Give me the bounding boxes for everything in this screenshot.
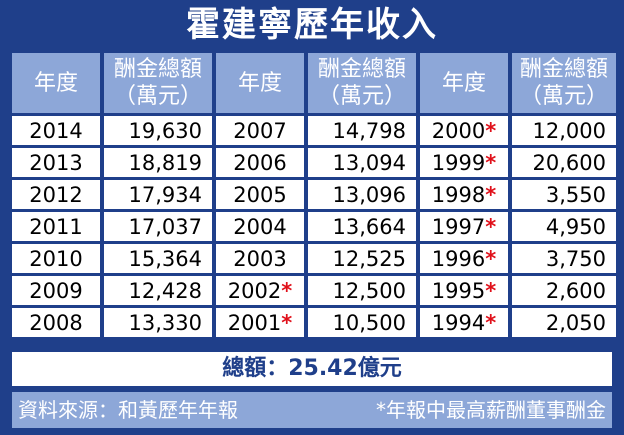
pay-cell: 2,050 <box>512 308 616 337</box>
year-cell: 2001* <box>216 308 304 337</box>
header-pay: 酬金總額 （萬元） <box>308 53 416 113</box>
page-title: 霍建寧歷年收入 <box>186 5 438 45</box>
pay-cell: 2,600 <box>512 276 616 305</box>
pay-cell: 3,550 <box>512 180 616 209</box>
header-row: 年度 酬金總額 （萬元） 年度 酬金總額 （萬元） 年度 酬金總額 （萬元） <box>12 53 616 113</box>
asterisk-mark: * <box>485 214 497 239</box>
year-cell: 1997* <box>420 212 508 241</box>
table-row: 2010 15,364 2003 12,525 1996* 3,750 <box>12 244 616 273</box>
year-cell: 1994* <box>420 308 508 337</box>
year-cell: 2003 <box>216 244 304 273</box>
year-cell: 2012 <box>12 180 100 209</box>
year-cell: 1995* <box>420 276 508 305</box>
table-row: 2013 18,819 2006 13,094 1999* 20,600 <box>12 148 616 177</box>
table-row: 2009 12,428 2002* 12,500 1995* 2,600 <box>12 276 616 305</box>
header-year: 年度 <box>12 53 100 113</box>
pay-cell: 13,096 <box>308 180 416 209</box>
pay-cell: 20,600 <box>512 148 616 177</box>
year-cell: 2000* <box>420 116 508 145</box>
pay-cell: 12,000 <box>512 116 616 145</box>
asterisk-mark: * <box>281 310 293 335</box>
table-row: 2011 17,037 2004 13,664 1997* 4,950 <box>12 212 616 241</box>
year-cell: 2006 <box>216 148 304 177</box>
asterisk-mark: * <box>281 278 293 303</box>
year-cell: 2014 <box>12 116 100 145</box>
pay-cell: 10,500 <box>308 308 416 337</box>
pay-cell: 3,750 <box>512 244 616 273</box>
pay-cell: 15,364 <box>104 244 212 273</box>
year-cell: 2011 <box>12 212 100 241</box>
year-cell: 2009 <box>12 276 100 305</box>
pay-cell: 4,950 <box>512 212 616 241</box>
asterisk-mark: * <box>485 278 497 303</box>
asterisk-mark: * <box>485 118 497 143</box>
footer-bar: 資料來源：和黃歷年年報 *年報中最高薪酬董事酬金 <box>12 392 612 428</box>
pay-cell: 12,500 <box>308 276 416 305</box>
source-note: 資料來源：和黃歷年年報 <box>18 398 238 422</box>
pay-cell: 19,630 <box>104 116 212 145</box>
year-cell: 2004 <box>216 212 304 241</box>
asterisk-mark: * <box>485 246 497 271</box>
table-row: 2008 13,330 2001* 10,500 1994* 2,050 <box>12 308 616 337</box>
pay-cell: 13,664 <box>308 212 416 241</box>
table-row: 2012 17,934 2005 13,096 1998* 3,550 <box>12 180 616 209</box>
total-summary: 總額：25.42億元 <box>12 352 612 386</box>
pay-cell: 17,934 <box>104 180 212 209</box>
pay-cell: 12,525 <box>308 244 416 273</box>
asterisk-mark: * <box>485 182 497 207</box>
asterisk-mark: * <box>485 150 497 175</box>
pay-cell: 13,094 <box>308 148 416 177</box>
table-row: 2014 19,630 2007 14,798 2000* 12,000 <box>12 116 616 145</box>
year-cell: 2008 <box>12 308 100 337</box>
income-table: 年度 酬金總額 （萬元） 年度 酬金總額 （萬元） 年度 酬金總額 （萬元） 2014… <box>8 50 620 340</box>
footnote: *年報中最高薪酬董事酬金 <box>376 398 606 422</box>
year-cell: 2010 <box>12 244 100 273</box>
year-cell: 2007 <box>216 116 304 145</box>
pay-cell: 17,037 <box>104 212 212 241</box>
year-cell: 2002* <box>216 276 304 305</box>
year-cell: 1998* <box>420 180 508 209</box>
year-cell: 1996* <box>420 244 508 273</box>
header-pay: 酬金總額 （萬元） <box>104 53 212 113</box>
year-cell: 2013 <box>12 148 100 177</box>
header-year: 年度 <box>216 53 304 113</box>
header-pay: 酬金總額 （萬元） <box>512 53 616 113</box>
header-year: 年度 <box>420 53 508 113</box>
pay-cell: 18,819 <box>104 148 212 177</box>
pay-cell: 12,428 <box>104 276 212 305</box>
year-cell: 1999* <box>420 148 508 177</box>
year-cell: 2005 <box>216 180 304 209</box>
pay-cell: 14,798 <box>308 116 416 145</box>
asterisk-mark: * <box>485 310 497 335</box>
pay-cell: 13,330 <box>104 308 212 337</box>
